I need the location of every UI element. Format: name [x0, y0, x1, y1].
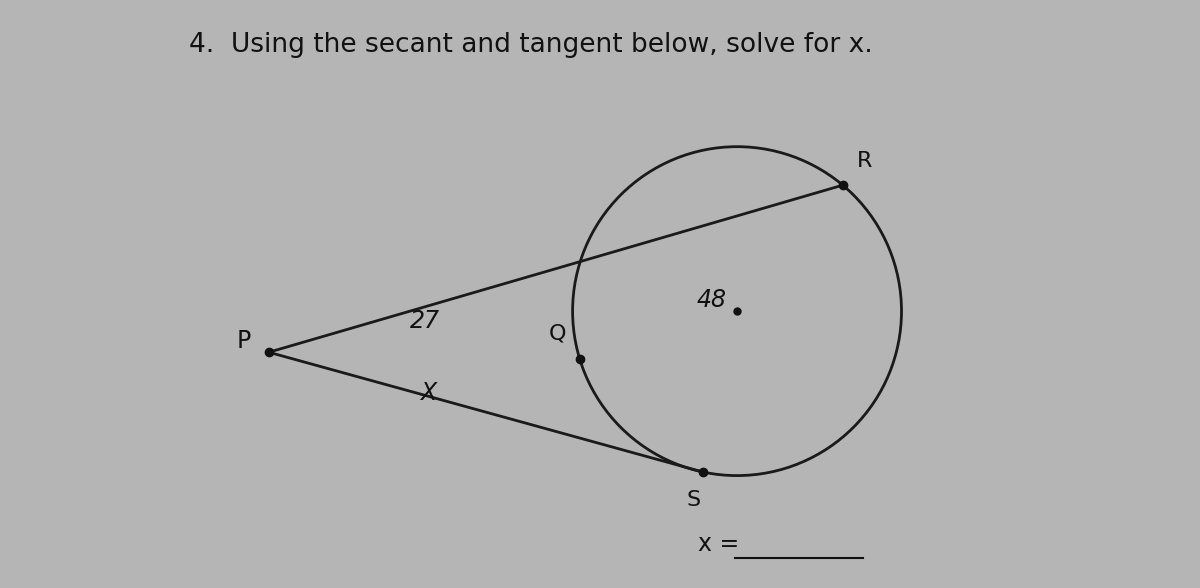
Text: 4.  Using the secant and tangent below, solve for x.: 4. Using the secant and tangent below, s… — [188, 32, 872, 58]
Text: P: P — [236, 329, 251, 353]
Text: X: X — [420, 382, 437, 405]
Text: 27: 27 — [410, 309, 440, 333]
Text: x =: x = — [698, 532, 746, 556]
Text: 48: 48 — [696, 288, 726, 312]
Text: R: R — [857, 152, 872, 172]
Text: Q: Q — [548, 323, 566, 343]
Text: S: S — [686, 490, 701, 510]
